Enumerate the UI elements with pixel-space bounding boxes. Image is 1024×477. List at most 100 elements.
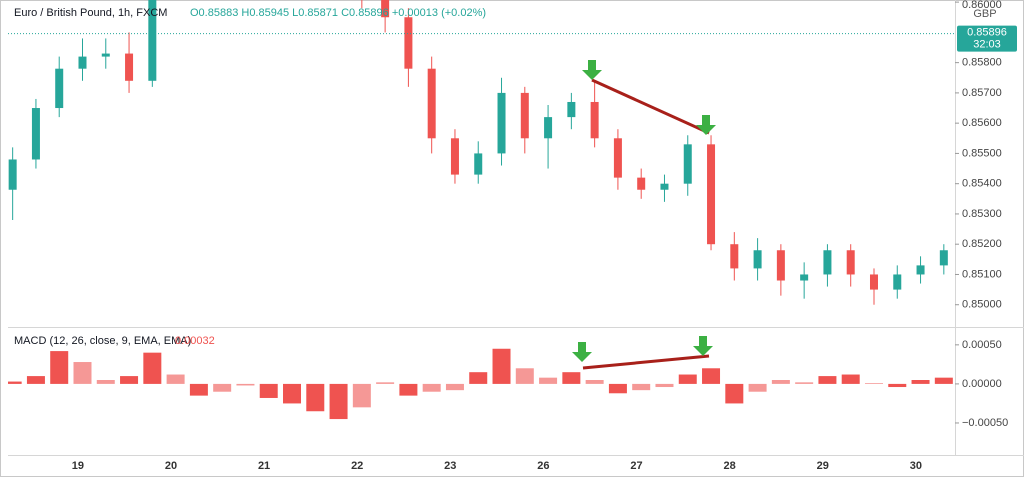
histogram-bar [259,383,278,398]
macd-title: MACD (12, 26, close, 9, EMA, EMA) [14,335,191,347]
arrow [693,336,713,356]
ohlc-legend: O0.85883 H0.85945 L0.85871 C0.85896 +0.0… [190,7,486,19]
trend-line [582,354,710,370]
candle-body [776,250,785,281]
histogram-bar [213,383,232,392]
histogram-bar [562,372,581,384]
histogram-bar [795,382,814,384]
candle-body [660,183,669,190]
histogram-bar [306,383,325,412]
candle-body [846,250,855,275]
candle-body [637,177,646,190]
candle-body [916,265,925,275]
histogram-bar [50,351,69,384]
candle-body [8,159,17,190]
x-tick-label: 26 [537,460,549,472]
histogram-bar [469,372,488,384]
y-tick-label: 0.85300 [962,208,1002,220]
histogram-bar [445,383,464,391]
histogram-bar [73,362,92,384]
histogram-bar [748,383,767,392]
histogram-bar [585,380,604,384]
macd-value: 0.00032 [175,335,215,347]
chart-title: Euro / British Pound, 1h, FXCM [14,7,167,19]
histogram-bar [26,376,45,384]
candle-body [404,17,413,69]
x-tick-label: 29 [817,460,829,472]
candle-body [730,244,739,269]
histogram-bar [236,383,255,386]
histogram-bar [352,383,371,408]
candle-body [55,68,64,109]
y-tick-label: 0.85400 [962,178,1002,190]
y-tick-label: 0.00000 [962,378,1002,390]
macd-pane [8,348,953,420]
y-tick-label: 0.85200 [962,238,1002,250]
y-tick-label: 0.85500 [962,147,1002,159]
histogram-bar [864,383,883,384]
histogram-bar [608,383,627,394]
candle-body [474,153,483,175]
candle-body [567,101,576,118]
candle-body [800,274,809,281]
histogram-bar [189,383,208,396]
histogram-bar [8,381,22,384]
main-pane [8,0,948,305]
x-tick-label: 27 [630,460,642,472]
histogram-bar [399,383,418,396]
histogram-bar [911,380,930,384]
histogram-bar [120,376,139,384]
candle-body [31,108,40,160]
histogram-bar [771,380,790,384]
arrow [572,342,592,362]
histogram-bar [376,382,395,384]
candle-body [707,144,716,245]
price-label-box [957,25,1017,52]
candle-body [939,250,948,266]
histogram-bar [283,383,302,404]
candle-body [381,0,390,18]
candle-body [78,56,87,69]
histogram-bar [678,374,697,384]
candle-body [148,0,157,81]
x-tick-label: 30 [910,460,922,472]
current-price-label: 0.85896 [967,26,1007,38]
annotations [572,60,716,370]
candle-body [450,138,459,175]
trend-line [591,78,710,135]
candle-body [823,250,832,275]
countdown: 32:03 [973,38,1001,50]
candle-body [101,53,110,57]
histogram-bar [166,374,185,384]
y-tick-label: 0.00050 [962,339,1002,351]
histogram-bar [818,376,837,384]
candle-body [590,101,599,139]
histogram-bar [655,383,674,388]
histogram-bar [492,348,511,384]
x-tick-label: 19 [72,460,84,472]
x-tick-label: 20 [165,460,177,472]
histogram-bar [888,383,907,388]
histogram-bar [725,383,744,404]
x-tick-label: 22 [351,460,363,472]
candle-body [520,92,529,139]
y-tick-label: 0.85000 [962,299,1002,311]
histogram-bar [96,380,115,384]
histogram-bar [539,377,558,384]
y-tick-label: 0.85600 [962,117,1002,129]
histogram-bar [515,368,534,384]
histogram-bar [702,368,721,384]
histogram-bar [632,383,651,391]
candle-body [497,92,506,154]
currency-label: GBP [973,8,996,20]
candle-body [753,250,762,269]
y-tick-label: −0.00050 [962,417,1008,429]
histogram-bar [422,383,441,392]
candle-body [544,117,553,139]
arrow [696,115,716,135]
histogram-bar [841,374,860,384]
candle-body [613,138,622,178]
candle-body [125,53,134,81]
